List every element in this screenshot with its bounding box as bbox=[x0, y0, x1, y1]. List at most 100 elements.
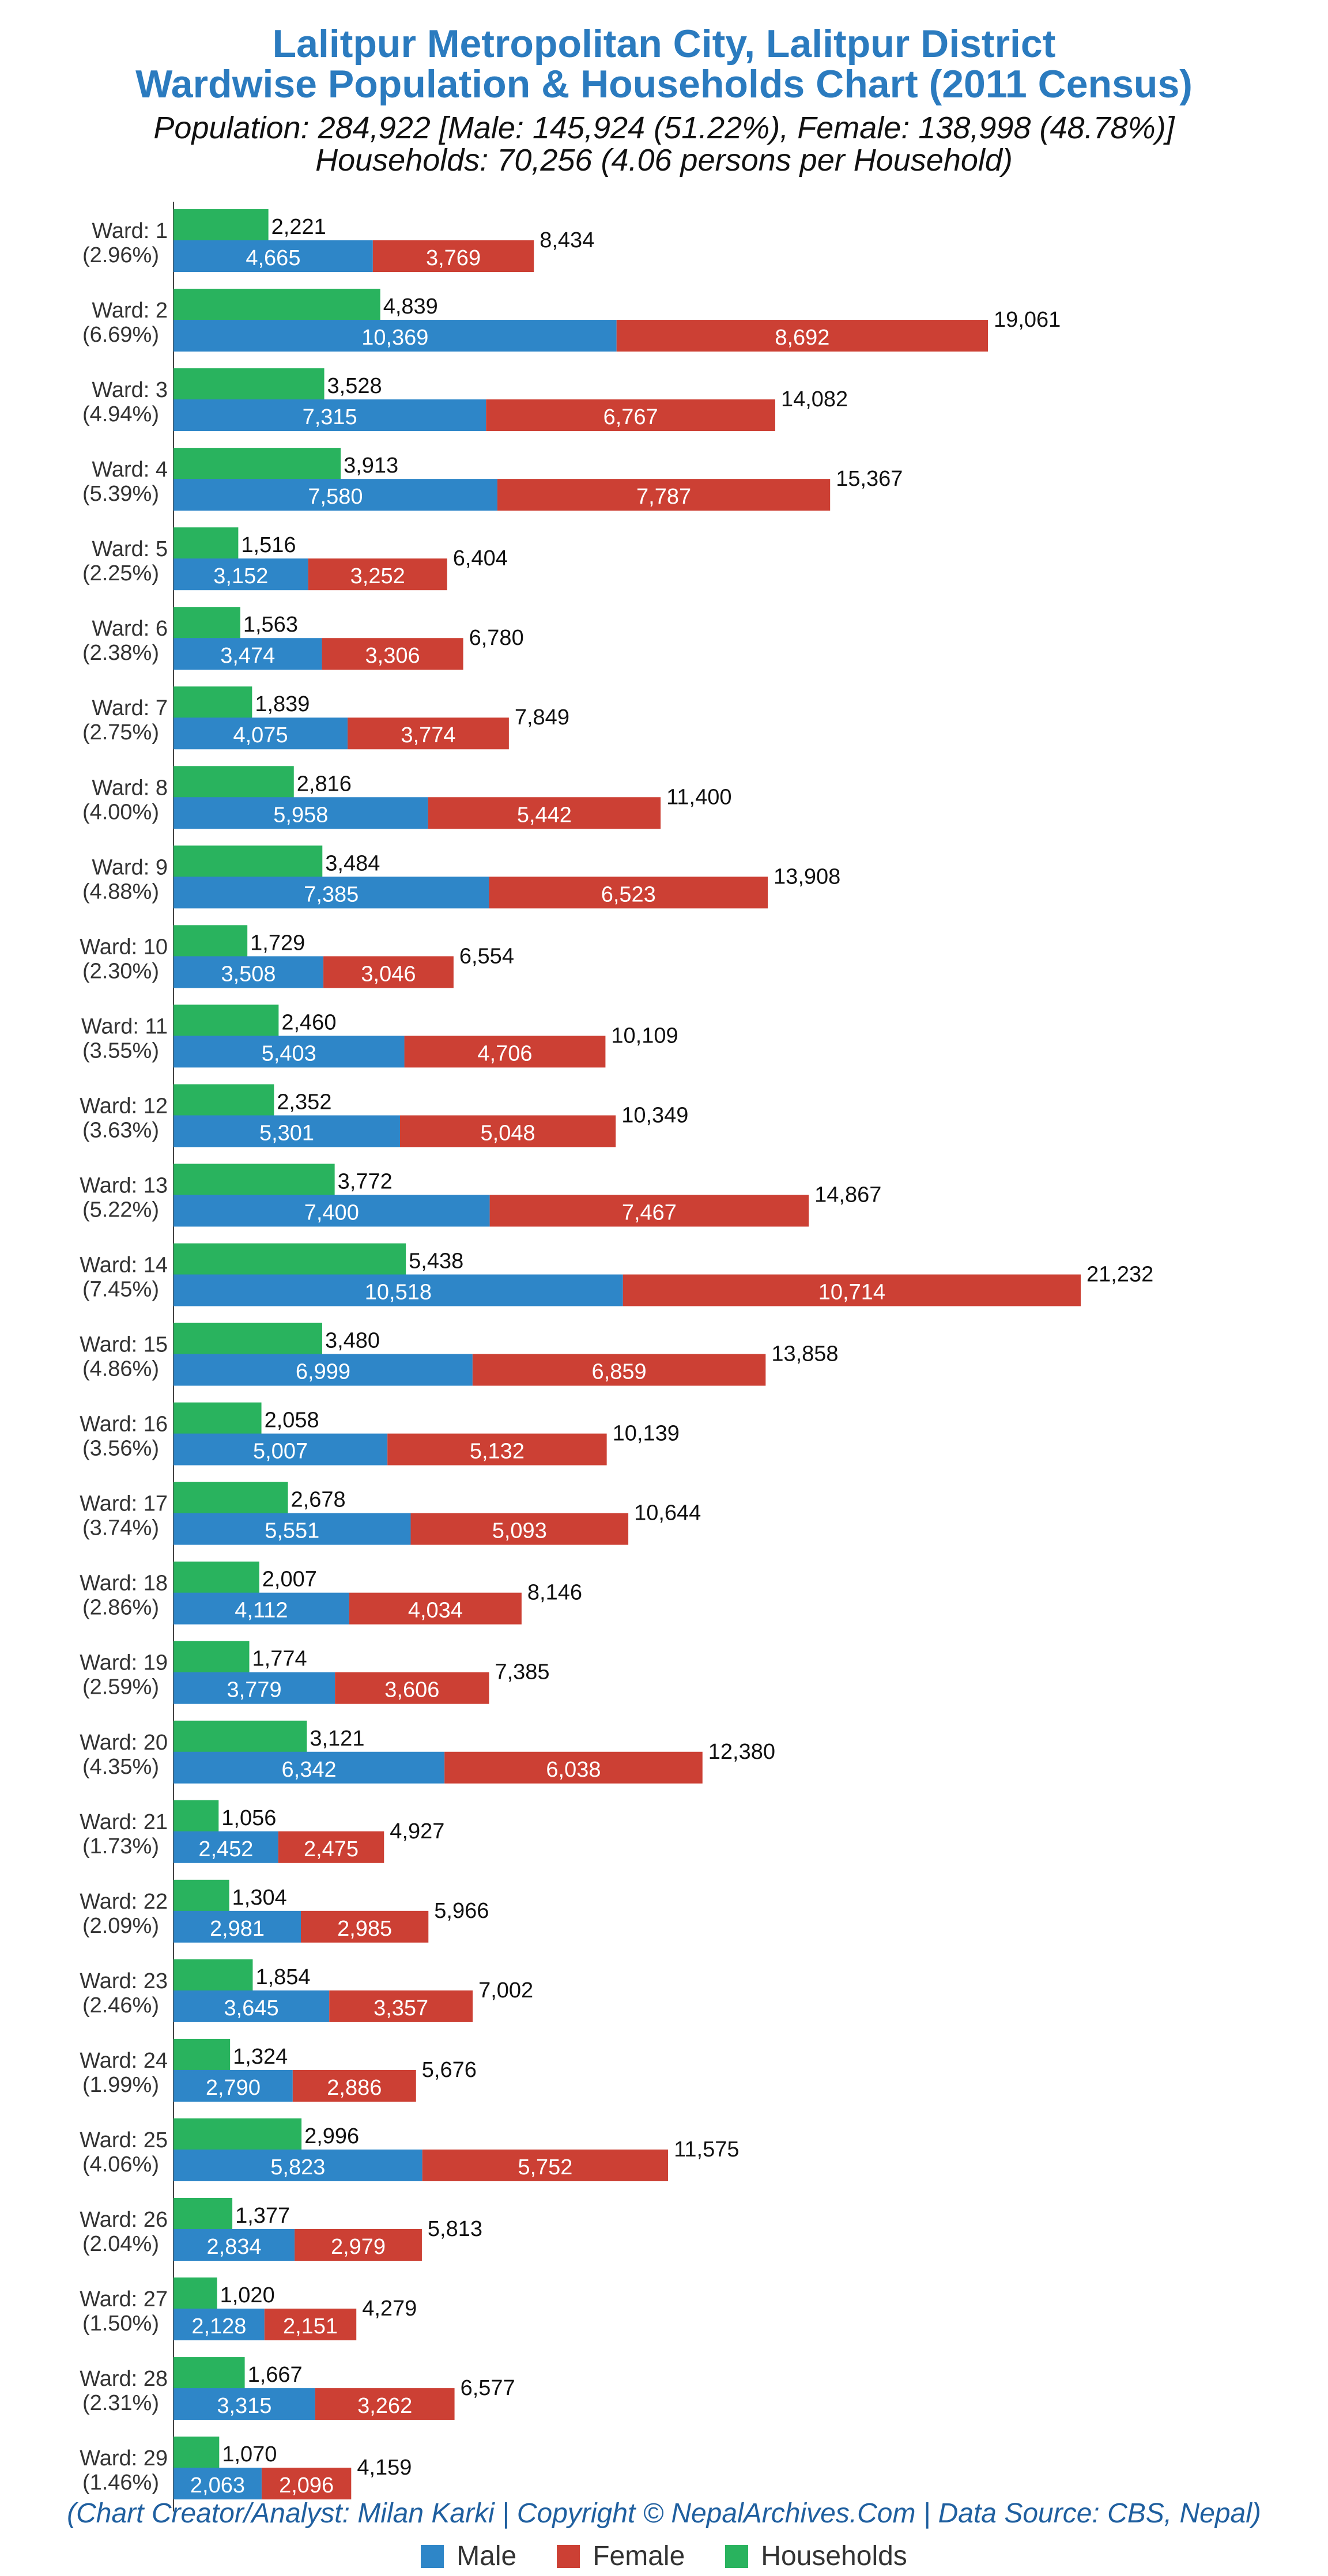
ward-percent-label: (1.46%) bbox=[82, 2471, 159, 2495]
households-bar bbox=[173, 1641, 250, 1673]
ward-percent-label: (4.35%) bbox=[82, 1755, 159, 1779]
female-value-label: 6,859 bbox=[592, 1360, 647, 1384]
female-bar bbox=[444, 1751, 703, 1784]
households-value-label: 1,324 bbox=[233, 2045, 288, 2069]
male-value-label: 2,128 bbox=[191, 2314, 246, 2339]
households-value-label: 3,913 bbox=[344, 454, 398, 478]
ward-percent-label: (1.73%) bbox=[82, 1834, 159, 1859]
male-bar bbox=[173, 479, 497, 511]
male-bar bbox=[173, 877, 489, 909]
female-value-label: 3,357 bbox=[373, 1996, 428, 2020]
households-value-label: 2,816 bbox=[297, 772, 352, 796]
male-bar bbox=[173, 1036, 405, 1068]
total-value-label: 19,061 bbox=[994, 308, 1061, 332]
households-bar bbox=[173, 527, 239, 560]
female-value-label: 3,769 bbox=[426, 246, 481, 270]
female-bar bbox=[323, 956, 454, 988]
ward-label: Ward: 8 bbox=[92, 776, 168, 800]
total-value-label: 7,385 bbox=[495, 1660, 549, 1684]
households-bar bbox=[173, 1800, 219, 1832]
ward-percent-label: (3.55%) bbox=[82, 1038, 159, 1063]
ward-label: Ward: 6 bbox=[92, 617, 168, 641]
male-bar bbox=[173, 2149, 422, 2181]
male-value-label: 5,958 bbox=[273, 803, 328, 827]
female-value-label: 2,886 bbox=[327, 2076, 382, 2100]
ward-percent-label: (7.45%) bbox=[82, 1278, 159, 1302]
households-bar bbox=[173, 2437, 220, 2469]
households-value-label: 4,839 bbox=[383, 294, 438, 319]
legend-item-male: Male bbox=[421, 2540, 516, 2572]
households-bar bbox=[173, 766, 294, 798]
female-bar bbox=[278, 1831, 384, 1863]
legend-label-female: Female bbox=[593, 2541, 685, 2571]
ward-label: Ward: 12 bbox=[80, 1094, 168, 1118]
ward-label: Ward: 22 bbox=[80, 1890, 168, 1914]
ward-label: Ward: 16 bbox=[80, 1412, 168, 1437]
female-bar bbox=[300, 1910, 429, 1943]
households-value-label: 2,996 bbox=[304, 2124, 359, 2148]
ward-label: Ward: 5 bbox=[92, 537, 168, 561]
chart-legend: Male Female Households bbox=[0, 2540, 1328, 2572]
male-value-label: 5,823 bbox=[270, 2155, 325, 2180]
female-bar bbox=[261, 2468, 352, 2500]
households-bar bbox=[173, 1959, 253, 1991]
ward-percent-label: (1.50%) bbox=[82, 2311, 159, 2336]
ward-label: Ward: 28 bbox=[80, 2367, 168, 2391]
male-value-label: 5,007 bbox=[253, 1440, 308, 1464]
male-value-label: 4,665 bbox=[246, 246, 300, 270]
male-bar bbox=[173, 1513, 411, 1545]
households-bar bbox=[173, 2198, 233, 2230]
legend-item-households: Households bbox=[725, 2540, 907, 2572]
male-value-label: 4,075 bbox=[233, 723, 288, 747]
male-value-label: 3,645 bbox=[224, 1996, 279, 2020]
ward-label: Ward: 20 bbox=[80, 1731, 168, 1755]
households-bar bbox=[173, 1561, 259, 1593]
male-value-label: 2,452 bbox=[198, 1837, 253, 1861]
total-value-label: 7,002 bbox=[478, 1978, 533, 2003]
male-value-label: 7,400 bbox=[304, 1200, 359, 1225]
ward-percent-label: (2.38%) bbox=[82, 641, 159, 665]
total-value-label: 5,676 bbox=[422, 2058, 477, 2082]
total-value-label: 6,780 bbox=[469, 626, 524, 650]
households-value-label: 1,774 bbox=[252, 1647, 307, 1671]
male-value-label: 7,315 bbox=[303, 405, 357, 429]
female-bar bbox=[322, 638, 463, 670]
male-bar bbox=[173, 2229, 295, 2261]
ward-percent-label: (2.04%) bbox=[82, 2232, 159, 2256]
households-bar bbox=[173, 289, 380, 321]
total-value-label: 11,575 bbox=[674, 2137, 739, 2162]
households-bar bbox=[173, 1323, 322, 1355]
legend-item-female: Female bbox=[557, 2540, 685, 2572]
male-bar bbox=[173, 1115, 400, 1147]
male-value-label: 6,999 bbox=[296, 1360, 350, 1384]
male-bar bbox=[173, 956, 324, 988]
male-value-label: 4,112 bbox=[235, 1599, 288, 1623]
female-bar bbox=[616, 320, 989, 352]
female-value-label: 10,714 bbox=[818, 1281, 885, 1305]
legend-label-male: Male bbox=[456, 2541, 517, 2571]
households-value-label: 1,729 bbox=[250, 931, 305, 955]
ward-label: Ward: 29 bbox=[80, 2446, 168, 2471]
legend-swatch-male bbox=[421, 2544, 444, 2568]
total-value-label: 6,554 bbox=[459, 944, 514, 968]
chart-subtitle-line2: Households: 70,256 (4.06 persons per Hou… bbox=[315, 143, 1013, 177]
female-value-label: 3,606 bbox=[384, 1678, 439, 1702]
male-value-label: 5,403 bbox=[262, 1041, 316, 1066]
chart-title: Lalitpur Metropolitan City, Lalitpur Dis… bbox=[272, 22, 1056, 66]
female-bar bbox=[308, 558, 447, 591]
ward-percent-label: (2.59%) bbox=[82, 1675, 159, 1699]
total-value-label: 10,139 bbox=[613, 1422, 680, 1446]
total-value-label: 8,146 bbox=[527, 1581, 582, 1605]
total-value-label: 12,380 bbox=[708, 1740, 775, 1764]
female-value-label: 6,767 bbox=[603, 405, 658, 429]
male-value-label: 3,508 bbox=[221, 962, 276, 986]
chart-credit: (Chart Creator/Analyst: Milan Karki | Co… bbox=[67, 2498, 1261, 2529]
ward-label: Ward: 18 bbox=[80, 1572, 168, 1596]
total-value-label: 4,159 bbox=[357, 2456, 412, 2480]
total-value-label: 21,232 bbox=[1086, 1263, 1153, 1287]
male-value-label: 3,315 bbox=[217, 2394, 271, 2418]
households-value-label: 5,438 bbox=[409, 1249, 463, 1274]
female-bar bbox=[622, 1274, 1081, 1306]
ward-percent-label: (4.88%) bbox=[82, 879, 159, 904]
